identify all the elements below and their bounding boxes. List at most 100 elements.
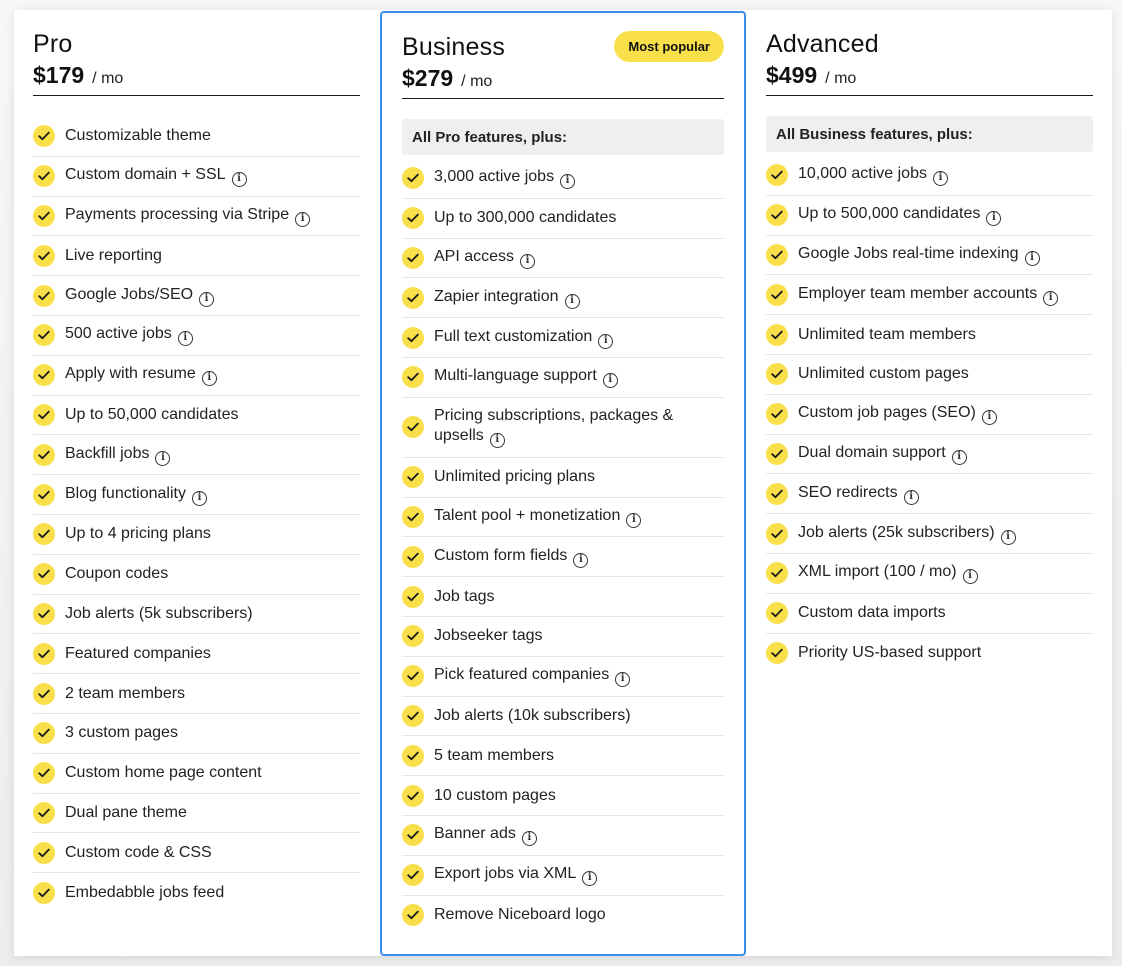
feature-label: 10,000 active jobs xyxy=(798,165,927,183)
check-icon xyxy=(33,364,55,387)
feature-label: Job tags xyxy=(434,587,495,605)
feature-item: Embedabble jobs feed xyxy=(33,873,360,913)
feature-label: Zapier integration xyxy=(434,287,559,305)
check-icon xyxy=(33,483,55,506)
feature-item: Dual pane theme xyxy=(33,794,360,834)
feature-label: Custom home page content xyxy=(65,764,262,782)
info-icon[interactable]: i xyxy=(582,871,598,887)
info-icon[interactable]: i xyxy=(1000,529,1016,545)
info-icon[interactable]: i xyxy=(602,373,618,389)
plan-price: $179 xyxy=(33,62,85,88)
plan-name: Pro xyxy=(33,30,73,58)
info-icon[interactable]: i xyxy=(199,291,215,307)
check-icon xyxy=(402,864,424,887)
feature-label: 10 custom pages xyxy=(434,786,556,804)
check-icon xyxy=(33,882,55,905)
feature-label: Coupon codes xyxy=(65,565,169,583)
check-icon xyxy=(766,522,788,545)
plan-name: Business xyxy=(402,33,506,61)
feature-item: Employer team member accounts i xyxy=(766,275,1093,316)
feature-item: 5 team members xyxy=(402,736,724,777)
check-icon xyxy=(33,602,55,625)
check-icon xyxy=(33,841,55,864)
feature-item: Google Jobs/SEO i xyxy=(33,276,360,316)
price-row: $279 / mo xyxy=(402,65,724,99)
check-icon xyxy=(766,283,788,306)
check-icon xyxy=(33,523,55,546)
info-icon[interactable]: i xyxy=(626,512,642,528)
feature-item: Job alerts (10k subscribers) xyxy=(402,697,724,737)
info-icon[interactable]: i xyxy=(903,489,919,505)
feature-text: Custom code & CSS xyxy=(65,843,212,863)
info-icon[interactable]: i xyxy=(981,410,997,426)
info-icon[interactable]: i xyxy=(615,672,631,688)
plan-price: $499 xyxy=(766,62,818,88)
feature-item: 10 custom pages xyxy=(402,776,724,816)
info-icon[interactable]: i xyxy=(986,211,1002,227)
feature-item: Banner ads i xyxy=(402,816,724,856)
feature-item: API access i xyxy=(402,239,724,279)
feature-item: Custom code & CSS xyxy=(33,833,360,874)
feature-label: 3,000 active jobs xyxy=(434,168,555,186)
feature-label: Custom domain + SSL xyxy=(65,166,226,184)
info-icon[interactable]: i xyxy=(1024,250,1040,266)
info-icon[interactable]: i xyxy=(1043,290,1059,306)
feature-item: Talent pool + monetization i xyxy=(402,498,724,538)
feature-text: SEO redirects i xyxy=(798,483,919,505)
info-icon[interactable]: i xyxy=(573,552,589,568)
feature-label: Google Jobs/SEO xyxy=(65,285,194,303)
info-icon[interactable]: i xyxy=(520,253,536,269)
feature-text: Job tags xyxy=(434,587,494,607)
feature-text: Job alerts (5k subscribers) xyxy=(65,604,253,624)
info-icon[interactable]: i xyxy=(962,569,978,585)
check-icon xyxy=(33,682,55,705)
info-icon[interactable]: i xyxy=(932,171,948,187)
feature-text: XML import (100 / mo) i xyxy=(798,562,978,585)
feature-item: Up to 500,000 candidates i xyxy=(766,196,1093,236)
info-icon[interactable]: i xyxy=(564,293,580,309)
info-icon[interactable]: i xyxy=(155,450,171,466)
info-icon[interactable]: i xyxy=(560,174,576,190)
feature-text: Blog functionality i xyxy=(65,484,207,506)
check-icon xyxy=(766,243,788,266)
info-icon[interactable]: i xyxy=(231,172,247,188)
info-icon[interactable]: i xyxy=(951,449,967,465)
feature-text: Pick featured companies i xyxy=(434,665,631,688)
check-icon xyxy=(766,442,788,465)
check-icon xyxy=(766,403,788,426)
info-icon[interactable]: i xyxy=(177,331,193,347)
feature-item: Unlimited pricing plans xyxy=(402,458,724,498)
feature-item: Live reporting xyxy=(33,236,360,277)
info-icon[interactable]: i xyxy=(191,490,207,506)
feature-list: 10,000 active jobs i Up to 500,000 candida… xyxy=(766,156,1093,673)
check-icon xyxy=(402,625,424,648)
check-icon xyxy=(402,366,424,389)
feature-item: Google Jobs real-time indexing i xyxy=(766,236,1093,276)
check-icon xyxy=(33,324,55,347)
feature-label: Talent pool + monetization xyxy=(434,506,621,524)
feature-label: Google Jobs real-time indexing xyxy=(798,244,1019,262)
check-icon xyxy=(33,443,55,466)
info-icon[interactable]: i xyxy=(201,371,217,387)
feature-item: Pricing subscriptions, packages & upsell… xyxy=(402,398,724,458)
most-popular-badge: Most popular xyxy=(614,31,724,62)
includes-previous-label: All Business features, plus: xyxy=(766,116,1093,152)
feature-text: Remove Niceboard logo xyxy=(434,905,606,925)
info-icon[interactable]: i xyxy=(521,831,537,847)
feature-label: SEO redirects xyxy=(798,483,898,501)
check-icon xyxy=(33,125,55,148)
check-icon xyxy=(402,665,424,688)
check-icon xyxy=(766,482,788,505)
check-icon xyxy=(766,323,788,346)
info-icon[interactable]: i xyxy=(295,211,311,227)
feature-text: Live reporting xyxy=(65,246,162,266)
info-icon[interactable]: i xyxy=(598,333,614,349)
feature-text: Embedabble jobs feed xyxy=(65,883,224,903)
feature-label: Dual domain support xyxy=(798,443,946,461)
check-icon xyxy=(402,466,424,489)
info-icon[interactable]: i xyxy=(489,433,505,449)
feature-list: Customizable theme Custom domain + SSL i Pa… xyxy=(33,117,360,913)
feature-label: Live reporting xyxy=(65,246,162,264)
check-icon xyxy=(402,326,424,349)
check-icon xyxy=(766,602,788,625)
